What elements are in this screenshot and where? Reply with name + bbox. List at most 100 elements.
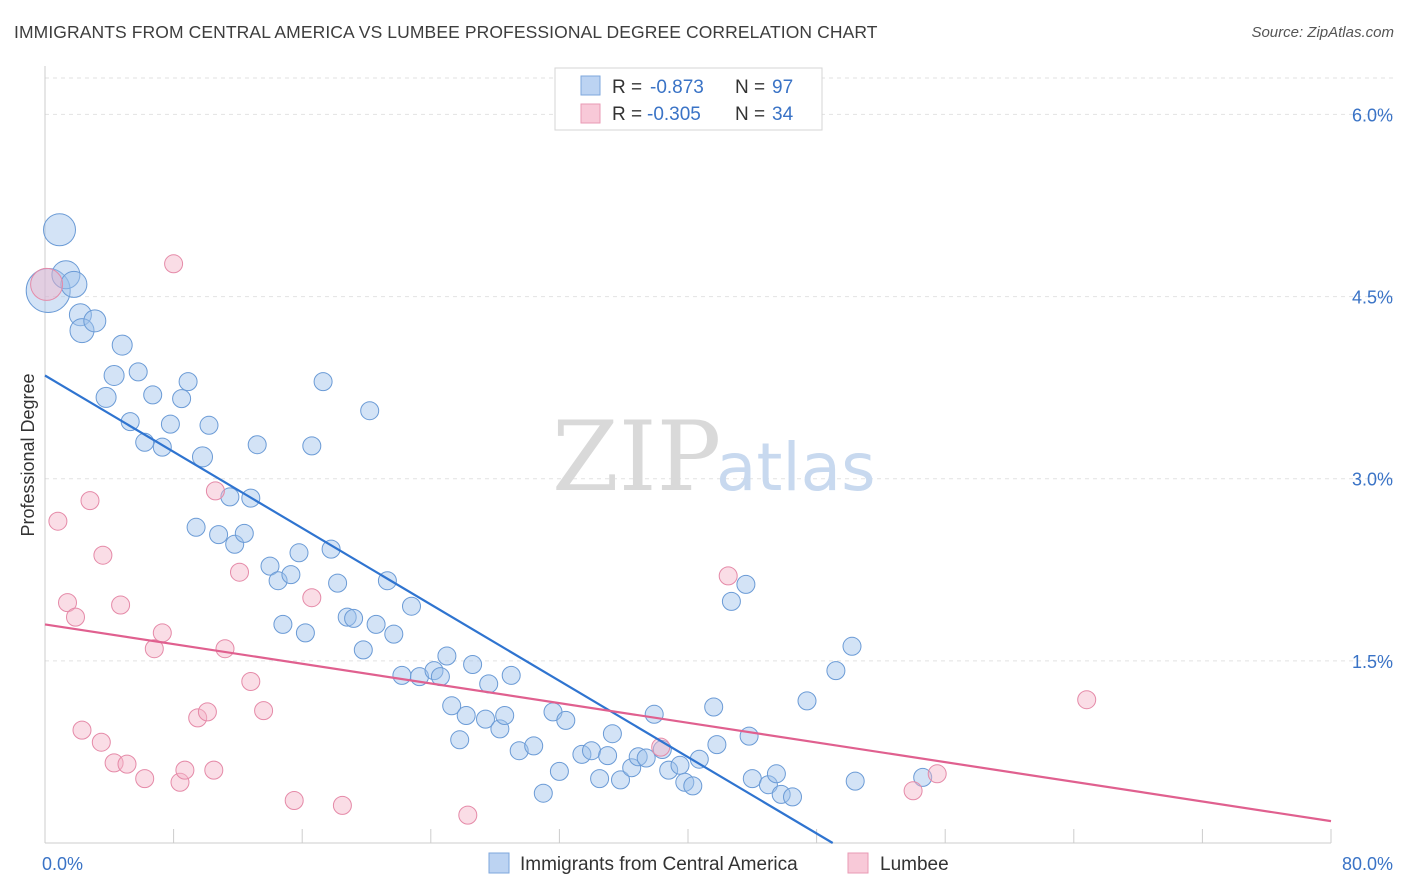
data-point	[598, 746, 618, 766]
data-point	[437, 646, 457, 666]
data-point	[69, 318, 95, 344]
legend-r-label-2: R =	[612, 104, 642, 125]
series-immigrants-points	[25, 213, 933, 807]
data-point	[644, 704, 664, 724]
data-points	[25, 213, 1097, 825]
data-point	[366, 614, 386, 634]
data-point	[128, 362, 148, 382]
data-point	[622, 758, 642, 778]
data-point	[771, 784, 791, 804]
data-point	[197, 702, 217, 722]
data-point	[442, 696, 462, 716]
data-point	[60, 270, 88, 298]
data-point	[797, 691, 817, 711]
bottom-legend-label-immigrants: Immigrants from Central America	[520, 854, 798, 875]
data-point	[215, 639, 235, 659]
data-point	[170, 772, 190, 792]
data-point	[225, 534, 245, 554]
data-point	[659, 760, 679, 780]
y-tick-label-3: 6.0%	[1352, 105, 1393, 125]
data-point	[66, 607, 85, 627]
data-point	[48, 511, 68, 531]
legend-n-label-1: N =	[735, 77, 765, 98]
data-point	[135, 769, 155, 789]
y-tick-label-1: 3.0%	[1352, 470, 1393, 490]
data-point	[230, 562, 249, 582]
data-point	[392, 665, 412, 685]
data-point	[758, 775, 778, 795]
data-point	[842, 636, 862, 656]
data-point	[302, 588, 322, 608]
data-point	[204, 760, 224, 780]
data-point	[602, 724, 622, 744]
data-point	[479, 674, 499, 694]
data-point	[68, 303, 92, 327]
data-point	[192, 446, 213, 468]
data-point	[186, 517, 206, 537]
data-point	[83, 309, 107, 333]
data-point	[704, 697, 724, 717]
data-point	[337, 607, 357, 627]
data-point	[302, 436, 322, 456]
data-point	[328, 573, 348, 593]
data-point	[199, 415, 219, 435]
data-point	[143, 385, 163, 405]
data-point	[332, 795, 352, 815]
data-point	[80, 491, 100, 511]
data-point	[284, 791, 304, 810]
data-point	[117, 754, 137, 774]
data-point	[458, 805, 478, 825]
trend-lines	[44, 374, 1332, 844]
legend-r-value-1: -0.873	[650, 77, 704, 98]
data-point	[533, 783, 553, 803]
data-point	[1077, 690, 1097, 710]
legend-swatch-immigrants	[580, 75, 601, 96]
data-point	[402, 596, 421, 616]
data-point	[611, 770, 630, 790]
data-point	[172, 389, 192, 409]
data-point	[450, 730, 470, 750]
data-point	[103, 365, 125, 386]
data-point	[111, 334, 133, 356]
data-point	[247, 435, 267, 455]
data-point	[582, 741, 601, 761]
data-point	[783, 787, 802, 807]
data-point	[353, 640, 373, 660]
x-tick-label-1: 80.0%	[1342, 854, 1393, 874]
bottom-legend: Immigrants from Central America Lumbee	[488, 852, 949, 875]
data-point	[721, 591, 741, 611]
data-point	[209, 525, 229, 545]
data-point	[289, 543, 309, 563]
data-point	[707, 735, 727, 755]
data-point	[742, 769, 762, 789]
data-point	[321, 539, 341, 559]
y-tick-labels: 1.5% 3.0% 4.5% 6.0%	[1352, 105, 1393, 671]
data-point	[826, 661, 846, 681]
data-point	[164, 254, 184, 274]
chart-title: IMMIGRANTS FROM CENTRAL AMERICA VS LUMBE…	[14, 22, 878, 42]
y-tick-label-2: 4.5%	[1352, 288, 1393, 308]
data-point	[476, 709, 495, 729]
data-point	[766, 764, 786, 784]
data-point	[268, 571, 288, 591]
data-point	[683, 776, 703, 796]
source-label: Source: ZipAtlas.com	[1251, 24, 1394, 41]
legend-n-value-2: 34	[772, 104, 794, 125]
trend-line-lumbee	[44, 623, 1332, 823]
data-point	[927, 764, 947, 784]
data-point	[220, 487, 240, 507]
data-point	[72, 720, 92, 740]
data-point	[95, 386, 117, 408]
data-point	[463, 655, 483, 674]
data-point	[636, 748, 656, 768]
data-point	[152, 623, 172, 643]
data-point	[360, 401, 380, 421]
watermark: ZIP atlas	[552, 401, 876, 513]
data-point	[178, 372, 198, 392]
data-point	[718, 566, 738, 586]
data-point	[175, 760, 195, 780]
data-point	[144, 639, 164, 659]
legend: R = -0.873 N = 97 R = -0.305 N = 34	[554, 67, 823, 131]
data-point	[43, 213, 76, 247]
x-tick-label-0: 0.0%	[42, 854, 83, 874]
